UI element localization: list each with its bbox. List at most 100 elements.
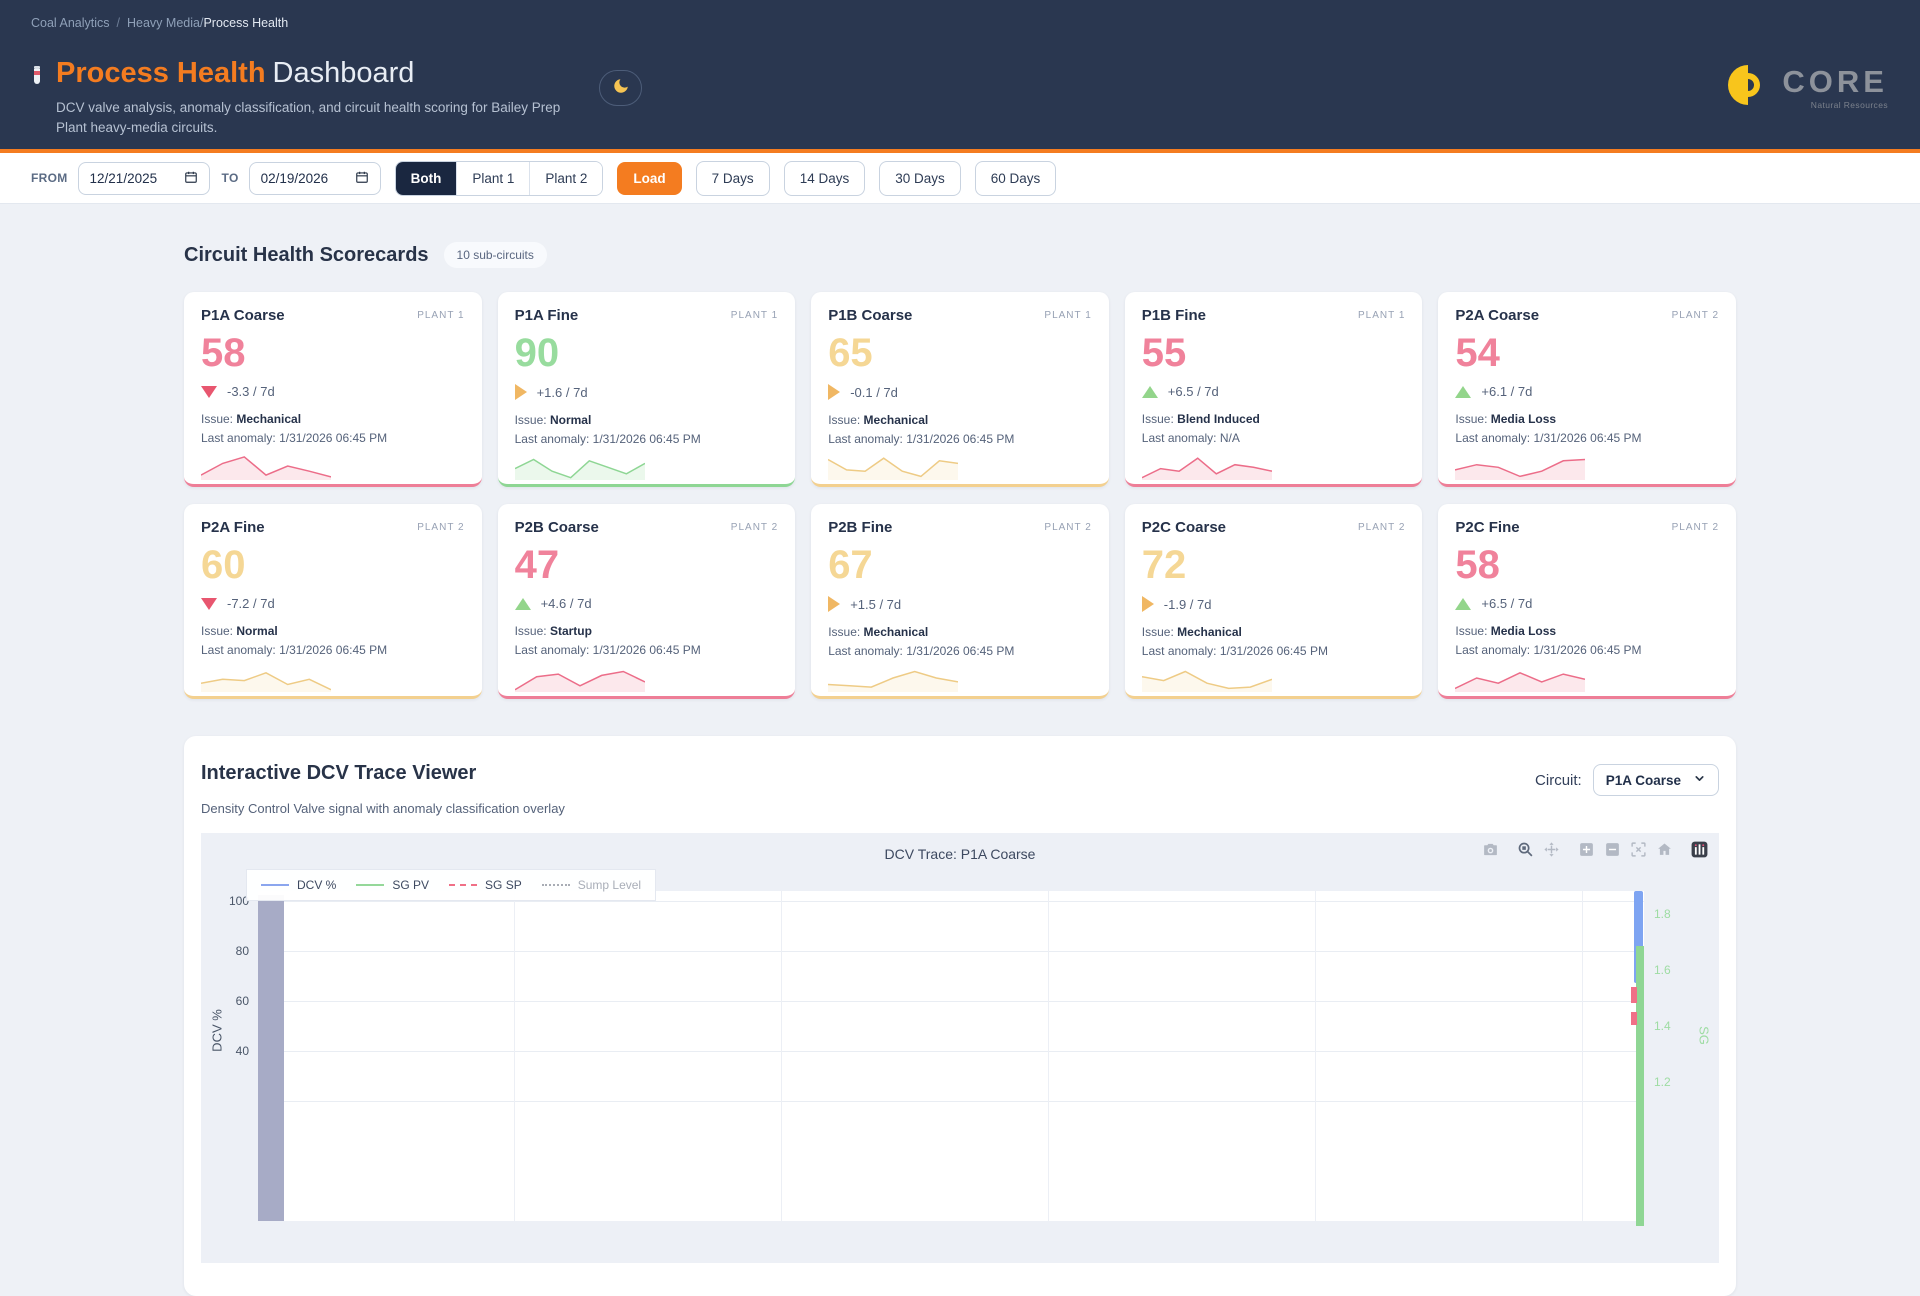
gridline (258, 1051, 1644, 1052)
sparkline (201, 658, 331, 694)
issue-label: Issue: (1142, 625, 1174, 639)
plot-area[interactable] (258, 891, 1644, 1221)
trend-text: +4.6 / 7d (541, 596, 592, 611)
scorecards-heading: Circuit Health Scorecards (184, 244, 429, 267)
circuit-name: P2B Coarse (515, 519, 599, 536)
range-14-days-button[interactable]: 14 Days (784, 161, 866, 196)
circuit-select[interactable]: P1A Coarse (1593, 764, 1719, 796)
zoom-icon[interactable] (1516, 840, 1535, 859)
trend-up-icon (1455, 598, 1471, 610)
trend-up-icon (515, 598, 531, 610)
last-anomaly-value: 1/31/2026 06:45 PM (279, 431, 387, 445)
scorecard-p2c-coarse[interactable]: P2C CoarsePLANT 2 72 -1.9 / 7d Issue: Me… (1125, 504, 1423, 699)
issue-label: Issue: (1142, 412, 1174, 426)
legend-dcv[interactable]: DCV % (261, 878, 336, 892)
breadcrumb: Coal Analytics/Heavy Media/Process Healt… (31, 16, 288, 30)
legend-sg-pv[interactable]: SG PV (356, 878, 429, 892)
plant-option-plant2[interactable]: Plant 2 (529, 162, 602, 195)
health-score: 54 (1455, 333, 1719, 373)
legend-sg-sp[interactable]: SG SP (449, 878, 522, 892)
breadcrumb-separator: / (117, 16, 120, 30)
plant-tag: PLANT 2 (1044, 522, 1091, 533)
plant-option-plant1[interactable]: Plant 1 (456, 162, 529, 195)
scorecard-p2a-coarse[interactable]: P2A CoarsePLANT 2 54 +6.1 / 7d Issue: Me… (1438, 292, 1736, 487)
from-date-input[interactable]: 12/21/2025 (78, 162, 210, 195)
trend-up-icon (1142, 386, 1158, 398)
autoscale-icon[interactable] (1629, 840, 1648, 859)
scorecard-p2c-fine[interactable]: P2C FinePLANT 2 58 +6.5 / 7d Issue: Medi… (1438, 504, 1736, 699)
trace-viewer-subtitle: Density Control Valve signal with anomal… (201, 801, 1719, 816)
calendar-icon[interactable] (355, 170, 369, 187)
sg-sp-line-swatch (449, 884, 477, 886)
plant-option-both[interactable]: Both (396, 162, 457, 195)
last-anomaly-label: Last anomaly: (1455, 643, 1530, 657)
load-button[interactable]: Load (617, 162, 681, 195)
sparkline (1142, 446, 1272, 482)
gridline (1048, 891, 1049, 1221)
calendar-icon[interactable] (184, 170, 198, 187)
moon-icon (612, 77, 630, 100)
trend-flat-icon (828, 384, 840, 400)
legend-sump-level[interactable]: Sump Level (542, 878, 641, 892)
from-label: FROM (31, 171, 68, 185)
range-30-days-button[interactable]: 30 Days (879, 161, 961, 196)
scorecard-grid: P1A CoarsePLANT 1 58 -3.3 / 7d Issue: Me… (184, 292, 1736, 699)
last-anomaly-label: Last anomaly: (515, 432, 590, 446)
breadcrumb-section[interactable]: Heavy Media/ (127, 16, 203, 30)
scorecard-p2a-fine[interactable]: P2A FinePLANT 2 60 -7.2 / 7d Issue: Norm… (184, 504, 482, 699)
logo-tagline: Natural Resources (1782, 100, 1888, 110)
breadcrumb-root[interactable]: Coal Analytics (31, 16, 110, 30)
pan-icon[interactable] (1542, 840, 1561, 859)
circuit-name: P2A Coarse (1455, 307, 1539, 324)
zoom-out-icon[interactable] (1603, 840, 1622, 859)
dark-mode-toggle[interactable] (599, 70, 642, 106)
issue-value: Mechanical (864, 413, 929, 427)
camera-icon[interactable] (1481, 840, 1500, 859)
to-label: TO (222, 171, 239, 185)
scorecard-p1a-coarse[interactable]: P1A CoarsePLANT 1 58 -3.3 / 7d Issue: Me… (184, 292, 482, 487)
issue-label: Issue: (828, 625, 860, 639)
plant-tag: PLANT 2 (417, 522, 464, 533)
dcv-trace-chart[interactable]: DCV Trace: P1A Coarse DCV % SG PV SG SP … (201, 833, 1719, 1263)
sg-sp-trace (1631, 987, 1637, 1003)
scorecard-p1b-coarse[interactable]: P1B CoarsePLANT 1 65 -0.1 / 7d Issue: Me… (811, 292, 1109, 487)
plant-tag: PLANT 1 (731, 310, 778, 321)
trace-viewer-heading: Interactive DCV Trace Viewer (201, 762, 1719, 785)
health-score: 58 (1455, 545, 1719, 585)
issue-value: Media Loss (1491, 412, 1556, 426)
scorecard-p2b-fine[interactable]: P2B FinePLANT 2 67 +1.5 / 7d Issue: Mech… (811, 504, 1109, 699)
range-7-days-button[interactable]: 7 Days (696, 161, 770, 196)
health-score: 58 (201, 333, 465, 373)
circuit-name: P1A Fine (515, 307, 579, 324)
issue-value: Mechanical (1177, 625, 1242, 639)
issue-label: Issue: (828, 413, 860, 427)
gridline (258, 1001, 1644, 1002)
test-tube-icon (31, 65, 43, 90)
reset-axes-icon[interactable] (1655, 840, 1674, 859)
last-anomaly-label: Last anomaly: (1142, 431, 1217, 445)
chart-legend: DCV % SG PV SG SP Sump Level (246, 869, 656, 901)
gridline (1315, 891, 1316, 1221)
trend-up-icon (1455, 386, 1471, 398)
scorecard-p2b-coarse[interactable]: P2B CoarsePLANT 2 47 +4.6 / 7d Issue: St… (498, 504, 796, 699)
app-header: Coal Analytics/Heavy Media/Process Healt… (0, 0, 1920, 153)
last-anomaly-value: 1/31/2026 06:45 PM (1533, 643, 1641, 657)
circuit-name: P2A Fine (201, 519, 265, 536)
page-subtitle: DCV valve analysis, anomaly classificati… (56, 98, 576, 139)
plotly-logo-icon[interactable] (1690, 840, 1709, 859)
last-anomaly-label: Last anomaly: (201, 643, 276, 657)
plant-tag: PLANT 2 (1672, 310, 1719, 321)
plant-tag: PLANT 1 (1358, 310, 1405, 321)
circuit-name: P1B Fine (1142, 307, 1206, 324)
sparkline (1455, 658, 1585, 694)
to-date-input[interactable]: 02/19/2026 (249, 162, 381, 195)
scorecard-p1b-fine[interactable]: P1B FinePLANT 1 55 +6.5 / 7d Issue: Blen… (1125, 292, 1423, 487)
company-logo: CORE Natural Resources (1725, 62, 1888, 113)
scorecard-p1a-fine[interactable]: P1A FinePLANT 1 90 +1.6 / 7d Issue: Norm… (498, 292, 796, 487)
trend-text: -3.3 / 7d (227, 384, 275, 399)
zoom-in-icon[interactable] (1577, 840, 1596, 859)
trend-text: +6.5 / 7d (1481, 596, 1532, 611)
range-60-days-button[interactable]: 60 Days (975, 161, 1057, 196)
sg-tick-12: 1.2 (1654, 1075, 1671, 1089)
issue-value: Normal (550, 413, 591, 427)
